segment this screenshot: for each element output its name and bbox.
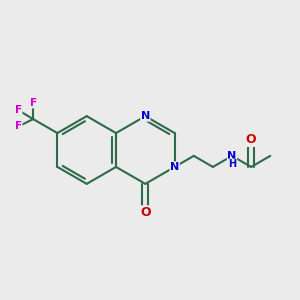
- Text: O: O: [246, 133, 256, 146]
- Text: F: F: [30, 98, 37, 108]
- Text: N: N: [141, 111, 150, 121]
- Text: N: N: [170, 162, 179, 172]
- Text: F: F: [15, 105, 22, 115]
- Text: H: H: [228, 159, 236, 169]
- Text: O: O: [140, 206, 151, 219]
- Text: F: F: [15, 122, 22, 131]
- Text: N: N: [227, 151, 237, 161]
